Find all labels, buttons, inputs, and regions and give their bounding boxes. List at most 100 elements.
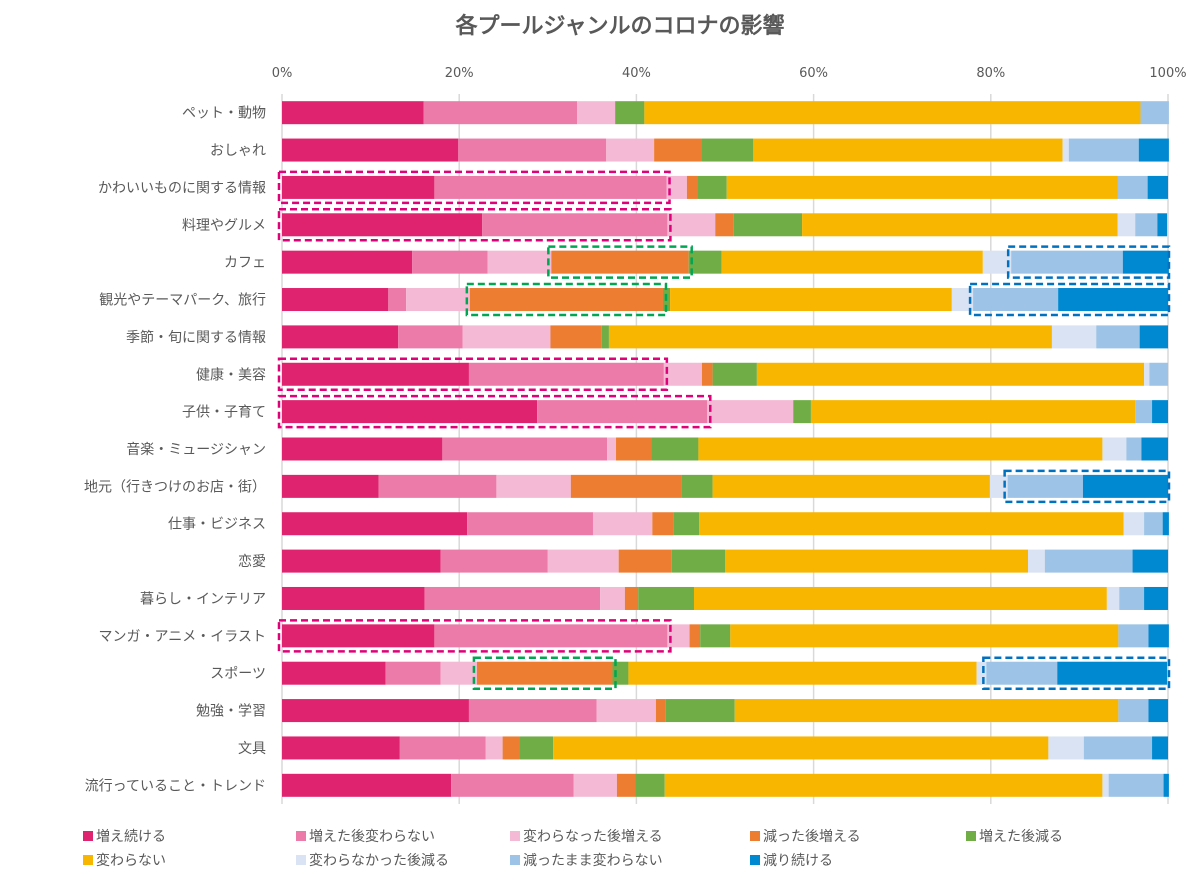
legend-item: 増えた後変わらない — [296, 828, 435, 845]
bar-segment — [1028, 549, 1045, 573]
category-label: 料理やグルメ — [182, 218, 266, 234]
bar-segment — [423, 101, 578, 125]
bar-segment — [282, 400, 538, 424]
bar-segment — [1083, 736, 1153, 760]
highlight-box — [968, 282, 1171, 317]
highlight-box — [1003, 469, 1171, 504]
bar-segment — [688, 250, 722, 274]
bar-segment — [712, 474, 990, 498]
category-label: 季節・旬に関する情報 — [126, 329, 266, 346]
category-label: 勉強・学習 — [196, 704, 266, 720]
bar-segment — [651, 437, 699, 461]
bar-segment — [442, 437, 608, 461]
bar-segment — [282, 175, 435, 199]
bar-segment — [1132, 549, 1168, 573]
legend-swatch — [296, 831, 306, 841]
bar-segment — [282, 138, 459, 162]
legend: 増え続ける 増えた後変わらない 変わらなった後増える 減った後増える 増えた後減る変わら… — [83, 828, 1063, 869]
bar-segment — [485, 736, 503, 760]
bar-segment — [398, 325, 463, 349]
legend-label: 減った後増える — [763, 828, 861, 845]
bar-segment — [469, 288, 663, 312]
bar-segment — [615, 101, 645, 125]
legend-label: 増え続ける — [96, 828, 166, 845]
highlight-box — [1006, 245, 1171, 279]
bar-segment — [537, 400, 708, 424]
bar-segment — [700, 624, 731, 648]
legend-swatch — [510, 831, 520, 841]
bar-segment — [616, 437, 652, 461]
bar-segment — [1007, 474, 1083, 498]
bar-segment — [802, 213, 1118, 237]
bar-segment — [1162, 512, 1169, 536]
legend-item: 減り続ける — [750, 852, 833, 869]
x-tick-label: 60% — [799, 66, 828, 81]
bar-segment — [655, 699, 666, 723]
highlight-box — [547, 245, 693, 279]
highlight-box — [277, 357, 669, 392]
bar-segment — [726, 175, 1118, 199]
legend-label: 変わらなった後増える — [523, 828, 663, 845]
bar-segment — [644, 101, 1141, 125]
bar-segment — [1102, 773, 1109, 797]
bar-segment — [458, 138, 607, 162]
bar-segment — [1140, 101, 1169, 125]
legend-item: 減ったまま変わらない — [510, 852, 663, 869]
highlight-box — [277, 208, 672, 242]
bar-segment — [282, 512, 468, 536]
bar-segment — [635, 773, 665, 797]
bar-segment — [1011, 250, 1123, 274]
bar-segment — [1051, 325, 1097, 349]
bar-segment — [667, 213, 716, 237]
category-label: 音楽・ミュージシャン — [126, 441, 266, 458]
bar-segment — [1141, 437, 1168, 461]
bar-segment — [1149, 362, 1168, 386]
category-label: スポーツ — [210, 666, 266, 682]
category-label: 地元（行きつけのお店・街） — [84, 479, 266, 495]
bar-segment — [733, 213, 803, 237]
bar-segment — [1139, 325, 1168, 349]
highlight-box — [472, 656, 617, 690]
bar-segment — [570, 474, 682, 498]
bar-segment — [434, 624, 668, 648]
bar-segment — [378, 474, 497, 498]
bar-segment — [282, 325, 399, 349]
bar-segment — [1108, 773, 1164, 797]
bar-segment — [725, 549, 1029, 573]
highlight-box — [277, 619, 672, 653]
bar-segment — [1096, 325, 1140, 349]
bar-segment — [1119, 586, 1145, 610]
bar-segment — [698, 437, 1103, 461]
bar-segment — [553, 736, 1049, 760]
bar-segment — [607, 437, 617, 461]
x-tick-label: 20% — [445, 66, 474, 81]
bar-segment — [440, 549, 548, 573]
bar-segment — [701, 138, 754, 162]
bar-segment — [753, 138, 1063, 162]
bar-segment — [1118, 699, 1149, 723]
bar-segment — [616, 773, 636, 797]
category-label: 観光やテーマパーク、旅行 — [99, 292, 266, 309]
x-axis-ticks: 0% 20% 40% 60% 80% 100% — [272, 66, 1187, 81]
bar-segment — [1148, 624, 1169, 648]
category-label: マンガ・アニメ・イラスト — [99, 629, 266, 645]
bar-segment — [282, 101, 424, 125]
bar-segment — [282, 362, 469, 386]
bar-segment — [628, 661, 977, 685]
category-label: 健康・美容 — [196, 366, 266, 383]
bar-segment — [608, 325, 1052, 349]
bar-segment — [681, 474, 713, 498]
bars — [282, 101, 1169, 797]
bar-segment — [793, 400, 811, 424]
bar-segment — [1152, 736, 1168, 760]
bar-segment — [282, 437, 443, 461]
bar-segment — [618, 549, 672, 573]
bar-segment — [600, 586, 625, 610]
bar-segment — [989, 474, 1008, 498]
bar-segment — [1117, 175, 1148, 199]
bar-segment — [686, 175, 698, 199]
bar-segment — [1144, 586, 1168, 610]
bar-segment — [1058, 288, 1168, 312]
bar-segment — [712, 362, 757, 386]
bar-segment — [951, 288, 974, 312]
